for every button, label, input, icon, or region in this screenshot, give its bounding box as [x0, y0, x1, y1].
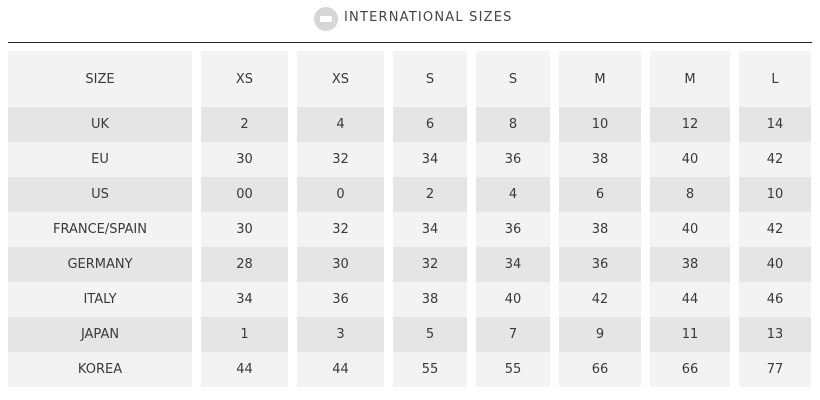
size-value-cell: 55: [476, 352, 559, 387]
size-value-cell: 11: [650, 317, 739, 352]
size-value-cell: 6: [559, 177, 650, 212]
size-value-cell: 34: [476, 247, 559, 282]
region-label: EU: [8, 142, 201, 177]
size-value-cell: 36: [559, 247, 650, 282]
size-header-cell: M: [559, 51, 650, 107]
size-header-cell: XS: [201, 51, 297, 107]
size-value-cell: 42: [559, 282, 650, 317]
size-value-cell: 38: [650, 247, 739, 282]
size-value-cell: 34: [393, 142, 476, 177]
size-value-cell: 8: [476, 107, 559, 142]
size-value-cell: 8: [650, 177, 739, 212]
size-value-cell: 30: [201, 142, 297, 177]
size-value-cell: 42: [739, 142, 811, 177]
region-label: UK: [8, 107, 201, 142]
table-row: EU 30 32 34 36 38 40 42: [8, 142, 811, 177]
size-value-cell: 00: [201, 177, 297, 212]
size-value-cell: 2: [393, 177, 476, 212]
table-row: KOREA 44 44 55 55 66 66 77: [8, 352, 811, 387]
size-value-cell: 28: [201, 247, 297, 282]
size-value-cell: 46: [739, 282, 811, 317]
region-label: KOREA: [8, 352, 201, 387]
size-value-cell: 5: [393, 317, 476, 352]
size-value-cell: 66: [559, 352, 650, 387]
region-label: US: [8, 177, 201, 212]
size-value-cell: 40: [650, 212, 739, 247]
region-label: FRANCE/SPAIN: [8, 212, 201, 247]
size-value-cell: 36: [476, 142, 559, 177]
table-row: JAPAN 1 3 5 7 9 11 13: [8, 317, 811, 352]
table-row: ITALY 34 36 38 40 42 44 46: [8, 282, 811, 317]
size-value-cell: 40: [739, 247, 811, 282]
size-value-cell: 38: [559, 142, 650, 177]
size-header-cell: L: [739, 51, 811, 107]
size-value-cell: 44: [650, 282, 739, 317]
size-value-cell: 7: [476, 317, 559, 352]
size-value-cell: 0: [297, 177, 393, 212]
size-value-cell: 1: [201, 317, 297, 352]
size-header-cell: S: [393, 51, 476, 107]
section-header: INTERNATIONAL SIZES: [0, 0, 820, 40]
size-value-cell: 30: [201, 212, 297, 247]
region-label: ITALY: [8, 282, 201, 317]
header-divider: [8, 42, 812, 43]
size-value-cell: 4: [476, 177, 559, 212]
table-row: US 00 0 2 4 6 8 10: [8, 177, 811, 212]
region-label: JAPAN: [8, 317, 201, 352]
size-value-cell: 9: [559, 317, 650, 352]
size-value-cell: 13: [739, 317, 811, 352]
size-value-cell: 36: [476, 212, 559, 247]
size-value-cell: 40: [476, 282, 559, 317]
table-row: FRANCE/SPAIN 30 32 34 36 38 40 42: [8, 212, 811, 247]
size-value-cell: 14: [739, 107, 811, 142]
size-value-cell: 10: [559, 107, 650, 142]
size-chart-table: SIZE XS XS S S M M L UK 2 4 6 8 10 12 14 EU 30 32 34 36 38 40 4…: [8, 51, 811, 387]
size-header-label: SIZE: [8, 51, 201, 107]
size-value-cell: 38: [559, 212, 650, 247]
size-value-cell: 55: [393, 352, 476, 387]
size-value-cell: 3: [297, 317, 393, 352]
table-row: UK 2 4 6 8 10 12 14: [8, 107, 811, 142]
size-value-cell: 34: [201, 282, 297, 317]
size-value-cell: 10: [739, 177, 811, 212]
size-header-cell: S: [476, 51, 559, 107]
size-value-cell: 44: [201, 352, 297, 387]
size-value-cell: 40: [650, 142, 739, 177]
size-header-cell: M: [650, 51, 739, 107]
size-value-cell: 36: [297, 282, 393, 317]
size-value-cell: 2: [201, 107, 297, 142]
size-value-cell: 38: [393, 282, 476, 317]
size-tag-icon: [314, 7, 338, 31]
size-value-cell: 32: [297, 142, 393, 177]
size-value-cell: 30: [297, 247, 393, 282]
size-value-cell: 77: [739, 352, 811, 387]
size-value-cell: 42: [739, 212, 811, 247]
size-value-cell: 32: [297, 212, 393, 247]
size-value-cell: 4: [297, 107, 393, 142]
size-value-cell: 66: [650, 352, 739, 387]
section-title: INTERNATIONAL SIZES: [344, 10, 513, 25]
size-value-cell: 12: [650, 107, 739, 142]
size-value-cell: 34: [393, 212, 476, 247]
region-label: GERMANY: [8, 247, 201, 282]
size-header-row: SIZE XS XS S S M M L: [8, 51, 811, 107]
table-row: GERMANY 28 30 32 34 36 38 40: [8, 247, 811, 282]
size-value-cell: 6: [393, 107, 476, 142]
size-value-cell: 44: [297, 352, 393, 387]
size-value-cell: 32: [393, 247, 476, 282]
size-header-cell: XS: [297, 51, 393, 107]
